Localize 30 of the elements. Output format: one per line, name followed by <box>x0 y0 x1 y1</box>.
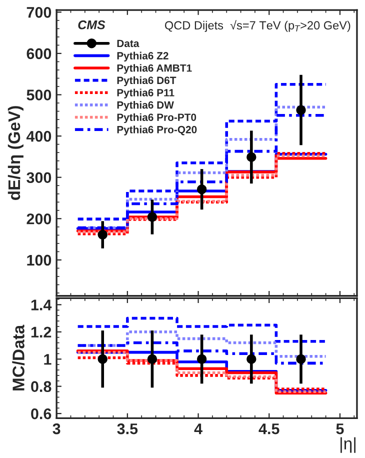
y-axis-title: MC/Data <box>12 324 25 390</box>
x-tick-label: 4.5 <box>258 424 280 434</box>
y-tick-label: 100 <box>27 254 52 266</box>
x-axis-title: |η| <box>340 437 356 453</box>
x-tick-label: 3.5 <box>117 423 138 434</box>
y-tick-label: 500 <box>26 90 52 100</box>
y-tick-label: 1.4 <box>31 300 52 310</box>
y-tick-label: 700 <box>26 7 52 18</box>
y-tick-label: 0.8 <box>31 381 52 392</box>
x-tick-label: 4 <box>194 424 202 434</box>
legend-label: Pythia6 P11 <box>117 88 174 98</box>
legend-label: Pythia6 Pro-PT0 <box>117 113 196 124</box>
y-tick-label: 300 <box>26 172 52 184</box>
legend-label: Pythia6 Z2 <box>117 52 168 62</box>
legend-label: Data <box>117 40 140 48</box>
y-tick-label: 1.2 <box>31 326 52 338</box>
y-tick-label: 1 <box>44 354 52 365</box>
legend-label: Pythia6 AMBT1 <box>117 64 192 74</box>
y-tick-label: 200 <box>26 214 52 224</box>
y-tick-label: 400 <box>26 130 52 142</box>
x-tick-label: 5 <box>336 424 344 434</box>
annotation: CMS <box>78 20 106 30</box>
y-tick-label: 0.6 <box>31 408 52 420</box>
y-axis-title: dE/dη (GeV) <box>8 106 24 200</box>
y-tick-label: 600 <box>26 48 52 60</box>
x-tick-label: 3 <box>52 423 60 434</box>
legend-label: Pythia6 DW <box>117 101 174 111</box>
annotation: QCD Dijets √s=7 TeV (p$_{T}$>20 GeV) <box>164 20 350 32</box>
legend-label: Pythia6 D6T <box>117 76 176 86</box>
legend-label: Pythia6 Pro-Q20 <box>117 126 197 136</box>
